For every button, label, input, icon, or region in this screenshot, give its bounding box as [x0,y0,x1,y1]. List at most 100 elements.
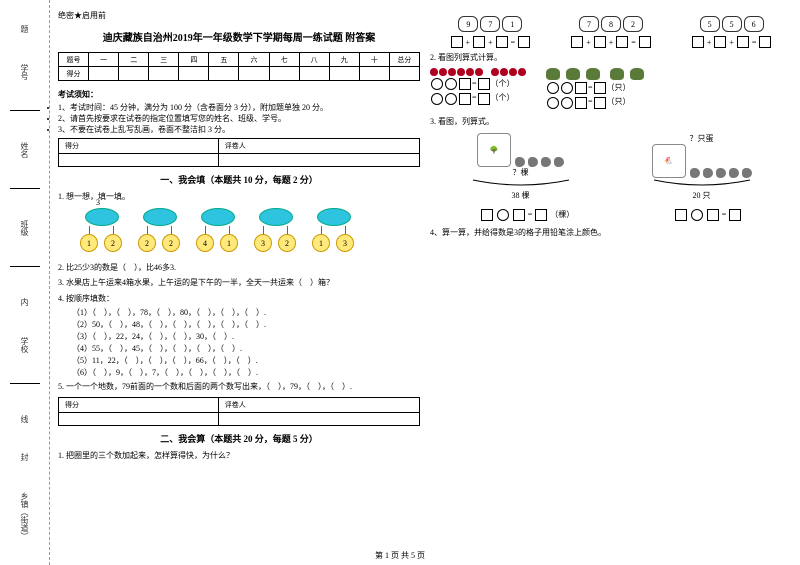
q1-2: 2. 比25少3的数是（ ），比46多3. [58,262,420,273]
grader-table2: 得分评卷人 [58,397,420,426]
q2-2: 2. 看图列算式计算。 [430,52,792,63]
q2-3: 3. 看图，列算式。 [430,116,792,127]
ball-r: 2 [278,234,296,252]
eq-boxes-row: ++= ++= ++= [430,36,792,48]
td: 评卷人 [218,397,419,412]
unit: （棵） [550,209,574,220]
eq-group: = [674,209,743,221]
num: 8 [601,16,621,32]
seq-item: （6）（ ），9，（ ），7，（ ），（ ），（ ），（ ）. [72,367,420,378]
page-footer: 第 1 页 共 5 页 [0,550,800,561]
ballset: 41 [194,208,242,256]
th: 二 [119,53,149,67]
num: 5 [722,16,742,32]
num: 1 [502,16,522,32]
calc-line: =（只） [546,96,644,108]
seq-list: （1）（ ），（ ），78，（ ），80，（ ），（ ），（ ）. （2）50，… [58,306,420,379]
ball-top: 3 [96,198,100,207]
section2-title: 二、我会算（本题共 20 分，每题 5 分） [58,432,420,445]
apple-block: =（个） =（个） [430,68,526,110]
eq-group: ++= [691,36,773,48]
ball-l: 1 [312,234,330,252]
brace-icon [652,178,752,190]
pic-left: 🌳 ？棵 38 棵 [471,133,571,201]
exam-title: 迪庆藏族自治州2019年一年级数学下学期每周一练试题 附答案 [58,29,420,44]
bind-label: 线 [19,415,30,423]
bind-line [10,266,40,267]
bind-label: 学校 [19,337,30,353]
th: 三 [149,53,179,67]
ball-r: 2 [162,234,180,252]
pic-row: 🌳 ？棵 38 棵 ？只蛋 🐔 20 只 [430,133,792,201]
q1-1: 1. 想一想，填一填。 [58,191,420,202]
td: 得分 [59,139,219,154]
th: 六 [239,53,269,67]
ballset: 32 [252,208,300,256]
balls-row: 123 22 41 32 13 [78,208,420,256]
bind-label: 班级 [19,220,30,236]
notice-title: 考试须知： [58,89,420,100]
right-column: 971 782 556 ++= ++= ++= 2. 看图列算式计算。 =（个）… [430,10,792,555]
seq-item: （3）（ ），22，24，（ ），（ ），30，（ ）. [72,331,420,342]
apple-row: =（个） =（个） =（只） =（只） [430,68,792,110]
pic-q-label: ？只蛋 [690,133,714,144]
pic-total: 38 棵 [512,190,530,201]
th: 总分 [389,53,419,67]
ball-l: 1 [80,234,98,252]
seq-item: （4）55，（ ），45，（ ），（ ），（ ），（ ）. [72,343,420,354]
bind-label: 学号 [19,64,30,80]
bind-line [10,110,40,111]
ball-l: 3 [254,234,272,252]
bind-label: 内 [19,298,30,306]
score-table: 题号 一 二 三 四 五 六 七 八 九 十 总分 得分 [58,52,420,81]
cartoon-icon: 🐔 [652,144,686,178]
circle-groups-row: 971 782 556 [430,16,792,32]
seq-item: （2）50，（ ），48，（ ），（ ），（ ），（ ），（ ）. [72,319,420,330]
notice-item: 2、请首先按要求在试卷的指定位置填写您的姓名、班级、学号。 [58,113,420,124]
cartoon-icon: 🌳 [477,133,511,167]
bind-line [10,383,40,384]
ball-r: 3 [336,234,354,252]
td: 评卷人 [218,139,419,154]
q1-5: 5. 一个一个地数，79前面的一个数和后面的两个数写出来，（ ），79，（ ），… [58,381,420,392]
num: 7 [579,16,599,32]
th: 十 [359,53,389,67]
ball-r: 1 [220,234,238,252]
pic-q-label: ？棵 [513,167,529,178]
th: 九 [329,53,359,67]
left-column: 绝密★启用前 迪庆藏族自治州2019年一年级数学下学期每周一练试题 附答案 题号… [58,10,420,555]
calc-line: =（个） [430,92,526,104]
pic-right: ？只蛋 🐔 20 只 [652,133,752,201]
notice-item: 1、考试时间：45 分钟，满分为 100 分（含卷面分 3 分），附加题单独 2… [58,102,420,113]
th: 题号 [59,53,89,67]
num: 9 [458,16,478,32]
eq-group: =（棵） [480,209,575,221]
num: 2 [623,16,643,32]
th: 七 [269,53,299,67]
seq-item: （5）11，22，（ ），（ ），（ ），66，（ ），（ ）. [72,355,420,366]
bind-line [10,188,40,189]
num-group: 971 [458,16,522,32]
secret-label: 绝密★启用前 [58,10,420,21]
num-group: 556 [700,16,764,32]
num: 7 [480,16,500,32]
notice-list: 1、考试时间：45 分钟，满分为 100 分（含卷面分 3 分），附加题单独 2… [58,102,420,135]
ballset: 22 [136,208,184,256]
section1-title: 一、我会填（本题共 10 分，每题 2 分） [58,173,420,186]
calc-line: =（个） [430,78,526,90]
eq-group: ++= [450,36,532,48]
q2-4: 4、算一算，并给得数是3的格子用铅笔涂上颜色。 [430,227,792,238]
num-group: 782 [579,16,643,32]
th: 五 [209,53,239,67]
eq-group: ++= [570,36,652,48]
th: 四 [179,53,209,67]
td: 得分 [59,67,89,81]
pic-total: 20 只 [693,190,711,201]
eq-row: =（棵） = [430,209,792,221]
q1-4: 4. 按顺序填数： [58,293,420,304]
th: 一 [89,53,119,67]
bind-label: 姓名 [19,142,30,158]
frog-block: =（只） =（只） [546,68,644,110]
ball-r: 2 [104,234,122,252]
q2-1: 1. 把圈里的三个数加起来，怎样算得快，为什么？ [58,450,420,461]
